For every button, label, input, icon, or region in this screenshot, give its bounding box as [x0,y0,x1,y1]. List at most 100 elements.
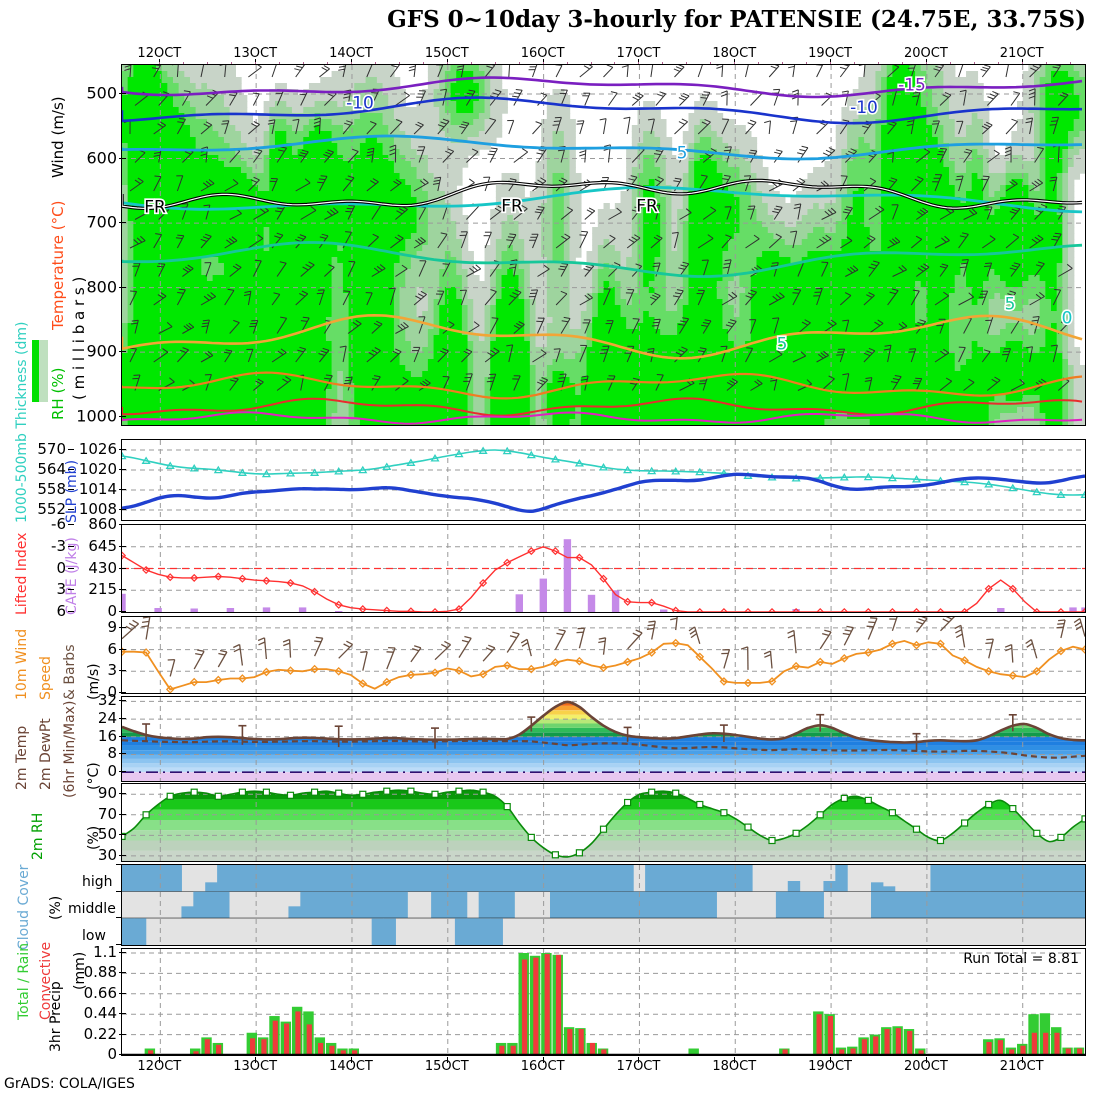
rh2m-panel [121,783,1086,862]
axis-label-10m-wind: 10m Wind [14,628,30,700]
x-axis-minor-tick [710,62,712,64]
x-axis-minor-tick [470,62,472,64]
x-axis-minor-tick [1069,62,1071,64]
x-axis-minor-tick [231,62,233,64]
axis-tick-label: 1008 [78,500,117,518]
axis-tick-mark [119,771,126,773]
axis-tick-label: 700 [86,212,117,232]
axis-tick-label: -6 [51,515,66,533]
dewpoint2m-line [122,739,1085,759]
x-axis-minor-tick [494,62,496,64]
x-axis-minor-tick [159,62,161,64]
legend-precip-total: Total / Rain [16,942,32,1020]
axis-tick-mark [119,611,126,612]
axis-tick-label: 800 [86,277,117,297]
x-axis-minor-tick [303,62,305,64]
axis-tick-mark [119,626,126,628]
axis-tick-label: 552 [37,500,66,518]
x-axis-tick-bottom: 18OCT [712,1059,757,1074]
axis-tick-label: 0.22 [83,1024,117,1043]
cloud-cover-plot [122,865,1085,945]
contour-label: 0 [1062,309,1073,329]
x-axis-tick-bottom: 14OCT [329,1059,373,1074]
axis-tick-label: 570 [37,440,66,458]
x-axis-tick-mark [925,1057,927,1063]
axis-label-cloud-units: (%) [48,895,64,920]
x-axis-tick-top: 13OCT [233,46,278,61]
axis-tick-mark [116,864,122,865]
axis-tick-label: 0 [107,683,117,701]
wind10m-plot [122,617,1085,693]
axis-tick-mark [119,735,126,737]
x-axis-minor-tick [374,62,376,64]
x-axis-tick-mark [734,1057,736,1063]
axis-tick-mark [119,589,126,591]
cloud-row-background [122,918,1085,945]
x-axis-tick-mark [638,1057,640,1063]
axis-tick-label: 564 [37,460,66,478]
x-axis-minor-tick [327,62,328,64]
x-axis-minor-tick [925,62,927,64]
x-axis-minor-tick [758,62,760,64]
axis-tick-mark [119,972,126,974]
x-axis-minor-tick [590,62,592,64]
axis-tick-label: 6 [56,602,66,620]
axis-tick-label: 1020 [78,460,117,478]
axis-tick-label: 645 [88,536,117,555]
axis-tick-mark [119,1013,126,1015]
axis-tick-mark [119,286,126,288]
axis-tick-mark [68,589,74,591]
slp-thickness-plot [122,440,1085,520]
x-axis-tick-mark [446,1057,448,1063]
cape-lifted-index-plot [122,525,1085,612]
x-axis-minor-tick [446,62,448,64]
axis-tick-label: 70 [97,804,117,823]
lifted-index-markers [122,547,1085,612]
precip-plot [122,949,1085,1055]
axis-tick-mark [119,93,126,95]
x-axis-tick-bottom: 19OCT [808,1059,852,1074]
page-title: GFS 0~10day 3-hourly for PATENSIE (24.75… [387,6,1086,33]
x-axis-minor-tick [398,62,400,64]
axis-tick-mark [68,524,74,525]
axis-tick-label: 3 [107,661,117,680]
axis-tick-mark [119,854,126,856]
cloud-row-high [122,865,1085,892]
precip-panel: Run Total = 8.81 [121,948,1086,1056]
axis-tick-mark [119,469,126,470]
contour-label: -15 [898,76,926,96]
axis-tick-label: 430 [88,558,117,577]
axis-tick-mark [119,718,126,720]
axis-tick-mark [119,793,126,795]
axis-tick-mark [119,648,126,650]
cape-lifted-index-panel [121,524,1086,613]
cloud-row-label-low: low [82,928,106,944]
axis-tick-mark [119,952,126,953]
cloud-cover-panel [121,864,1086,946]
axis-label-2m-rh: 2m RH [30,812,46,860]
contour-label: -10 [850,98,878,118]
x-axis-tick-top: 15OCT [424,46,469,61]
rh-legend-swatch [32,340,48,402]
axis-tick-label: 0 [56,558,66,577]
x-axis-tick-top: 21OCT [999,46,1044,61]
run-total-label: Run Total = 8.81 [963,951,1079,967]
x-axis-tick-top: 20OCT [903,46,948,61]
axis-tick-mark [119,753,126,755]
x-axis-minor-tick [686,62,688,64]
axis-tick-mark [68,545,74,547]
axis-tick-mark [119,700,126,702]
cloud-row-middle [181,891,1085,919]
x-axis-minor-tick [877,62,879,64]
x-axis-minor-tick [782,62,784,64]
axis-tick-label: 30 [97,845,117,864]
axis-label-cloud-cover: Cloud Cover [16,864,32,950]
axis-label-2m-temp: 2m Temp [14,725,30,790]
contour-label: FR [636,196,658,216]
rh2m-markers [122,787,1085,859]
axis-tick-mark [68,611,74,612]
x-axis-tick-bottom: 12OCT [137,1059,182,1074]
axis-tick-label: 1.1 [93,943,117,961]
x-axis-minor-tick [949,62,951,64]
axis-tick-label: 215 [88,580,117,599]
